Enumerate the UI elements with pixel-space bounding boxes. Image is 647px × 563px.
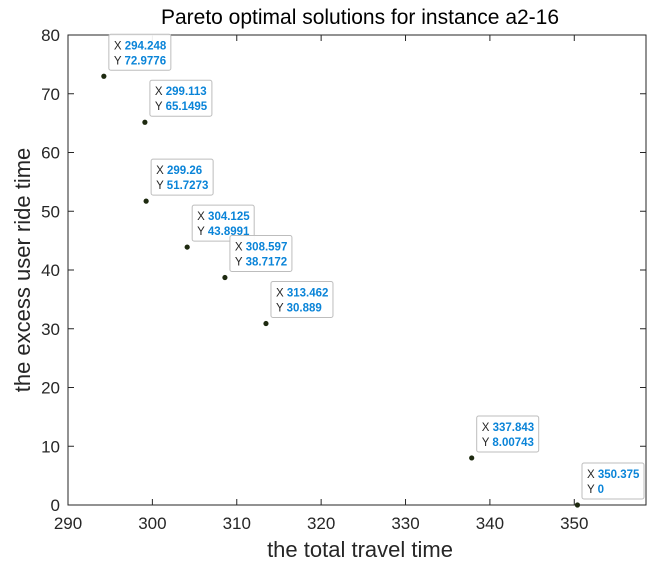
data-tip-y-value: 30.889 <box>287 303 322 315</box>
data-tip-x-key: X <box>482 422 493 434</box>
data-tip-box <box>150 158 214 196</box>
data-point[interactable] <box>142 119 148 125</box>
data-tip-x-key: X <box>235 242 246 254</box>
data-tip-x-value: 299.26 <box>167 165 202 177</box>
x-tick-label: 290 <box>54 514 82 533</box>
data-point[interactable] <box>101 73 107 79</box>
axis-ticks: 290 300 310 320 330 340 350 0 10 20 30 40 50 60 70 80 <box>41 26 646 533</box>
data-tip-y-key: Y <box>155 101 166 113</box>
y-tick-label: 50 <box>41 202 60 221</box>
data-tip-x-key: X <box>587 469 598 481</box>
data-tip-y-row: Y 8.00743 <box>482 437 534 449</box>
data-tip-y-row: Y 72.9776 <box>114 55 166 67</box>
y-axis-title: the excess user ride time <box>10 148 35 393</box>
data-tip-y-key: Y <box>156 180 167 192</box>
x-tick-label: 330 <box>391 514 419 533</box>
y-tick-label: 0 <box>51 496 60 515</box>
data-tip-x-row: X 304.125 <box>197 211 250 223</box>
chart-title: Pareto optimal solutions for instance a2… <box>161 6 559 29</box>
data-tip-box <box>476 415 540 453</box>
data-tip-y-key: Y <box>197 226 208 238</box>
data-tip-x-key: X <box>114 40 125 52</box>
data-point[interactable] <box>222 274 228 281</box>
data-tip-x-value: 299.113 <box>166 86 207 98</box>
data-point[interactable] <box>263 320 269 327</box>
data-tip-x-key: X <box>276 288 287 300</box>
data-tip-y-key: Y <box>482 437 493 449</box>
data-tip-x-value: 304.125 <box>208 211 250 223</box>
data-tip-box <box>270 281 334 319</box>
data-tip-y-key: Y <box>587 484 598 496</box>
data-tip-box <box>149 79 213 117</box>
data-tip-x-key: X <box>197 211 208 223</box>
data-tip-x-key: X <box>155 86 166 98</box>
data-tip-box <box>229 235 293 273</box>
x-tick-label: 320 <box>307 514 335 533</box>
data-tip-y-key: Y <box>114 55 125 67</box>
data-tip-y-row: Y 65.1495 <box>155 101 208 113</box>
x-tick-label: 310 <box>223 514 251 533</box>
data-tip-box <box>108 33 172 71</box>
y-tick-label: 40 <box>41 261 60 280</box>
data-tip-x-row: X 299.113 <box>155 86 207 98</box>
data-tip-x-value: 308.597 <box>246 242 288 254</box>
x-tick-label: 350 <box>560 514 588 533</box>
y-tick-label: 70 <box>41 85 60 104</box>
data-point[interactable] <box>574 502 581 508</box>
data-tip-box <box>191 204 255 242</box>
data-tip-y-row: Y 0 <box>587 484 604 496</box>
data-tip-x-key: X <box>156 165 167 177</box>
x-axis-title: the total travel time <box>267 537 453 562</box>
y-tick-label: 20 <box>41 379 60 398</box>
data-tip-x-row: X 350.375 <box>587 469 640 481</box>
data-tip-x-value: 337.843 <box>493 422 535 434</box>
data-tip-y-value: 0 <box>598 484 604 496</box>
data-tip-x-row: X 308.597 <box>235 242 287 254</box>
data-tip-y-key: Y <box>235 257 246 269</box>
data-tip-x-row: X 294.248 <box>114 40 167 52</box>
y-tick-label: 10 <box>41 437 60 456</box>
x-tick-label: 300 <box>138 514 166 533</box>
data-point[interactable] <box>143 198 149 204</box>
data-tip-y-value: 65.1495 <box>166 101 208 113</box>
data-tip-y-value: 72.9776 <box>125 55 167 67</box>
data-tip-y-key: Y <box>276 303 287 315</box>
data-tip-y-row: Y 30.889 <box>276 303 322 315</box>
y-tick-label: 30 <box>41 320 60 339</box>
data-tip-x-value: 350.375 <box>598 469 640 481</box>
data-tip-x-row: X 299.26 <box>156 165 202 177</box>
data-tip-y-value: 8.00743 <box>492 437 534 449</box>
data-tip-y-row: Y 38.7172 <box>235 257 287 269</box>
x-tick-label: 340 <box>476 514 504 533</box>
data-tip-box <box>581 462 645 500</box>
data-points <box>101 73 581 508</box>
data-tip-y-row: Y 51.7273 <box>156 180 208 192</box>
data-tip[interactable]: X 299.26Y 51.7273 <box>150 158 214 196</box>
data-tip-y-value: 38.7172 <box>246 257 288 269</box>
data-point[interactable] <box>184 244 190 250</box>
data-tip-x-value: 313.462 <box>287 288 329 300</box>
data-tip-x-row: X 337.843 <box>482 422 534 434</box>
data-tip-x-row: X 313.462 <box>276 288 328 300</box>
data-point[interactable] <box>469 455 475 461</box>
data-tip-x-value: 294.248 <box>125 40 167 52</box>
y-tick-label: 60 <box>41 144 60 163</box>
y-tick-label: 80 <box>41 26 60 45</box>
data-tip-y-value: 51.7273 <box>167 180 209 192</box>
